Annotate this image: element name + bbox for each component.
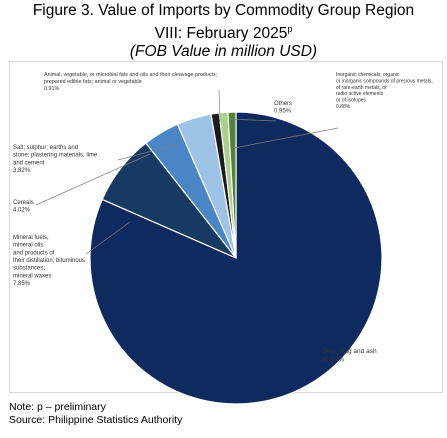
slice-category-label: mineral oils [13, 243, 43, 249]
slice-category-label: Cereals [13, 200, 34, 206]
slice-category-label: or inorganic compounds of precious metal… [336, 78, 433, 84]
slice-percent-label: 0.88% [336, 104, 351, 110]
slice-category-label: and products of [13, 250, 55, 256]
slice-category-label: Salt; sulphur; earths and [13, 145, 78, 151]
leader-line-6 [233, 127, 339, 149]
chart-title: Figure 3. Value of Imports by Commodity … [0, 2, 447, 61]
title-unit: (FOB Value in million USD) [129, 43, 318, 61]
pie-slice-6 [227, 111, 237, 259]
title-line-2: VIII: February 2025p [0, 20, 447, 43]
slice-category-label: stone; plastering materials, lime [13, 153, 98, 159]
slice-percent-label: 3.82% [13, 168, 31, 174]
slice-category-label: Others [274, 101, 292, 107]
slice-category-label: mineral waxes [13, 273, 51, 279]
slice-category-label: Ores, slag and ash [322, 348, 377, 355]
slice-percent-label: 0.91% [44, 86, 59, 92]
slice-percent-label: 0.95% [274, 109, 292, 115]
slice-category-label: substances; [13, 266, 45, 272]
slice-category-label: and cement [13, 160, 45, 166]
data-label-5: Others 0.95% [274, 101, 292, 115]
slice-category-label: Inorganic chemicals; organic [336, 72, 400, 78]
slice-category-label: prepared edible fats; animal or vegetabl… [44, 79, 142, 85]
note-source: Source: Philippine Statistics Authority [9, 414, 183, 426]
data-label-3: Salt; sulphur; earths and stone; plasteri… [13, 145, 98, 174]
data-label-4: Animal, vegetable, or microbial fats and… [44, 72, 218, 92]
slice-category-label: Animal, vegetable, or microbial fats and… [44, 72, 218, 78]
slice-category-label: Mineral fuels, [13, 235, 49, 241]
leader-line-5 [228, 118, 277, 122]
leader-line-3 [117, 143, 179, 161]
data-label-2: Cereals 4.02% [13, 200, 34, 214]
title-line-1: Figure 3. Value of Imports by Commodity … [32, 2, 415, 19]
slice-percent-label: 81.57% [322, 356, 344, 363]
leader-line-1 [85, 221, 131, 255]
slice-percent-label: 4.02% [13, 208, 31, 214]
slice-category-label: of rare-earth metals, of [336, 85, 387, 91]
slice-category-label: radio active elements [336, 91, 384, 97]
leader-line-2 [35, 153, 151, 206]
note-preliminary: Note: p – preliminary [9, 401, 106, 413]
slice-category-label: or of isotopes [336, 98, 367, 104]
preliminary-superscript: p [287, 24, 293, 34]
leader-line-4 [218, 89, 221, 123]
slice-category-label: their distillation; bituminous [13, 258, 85, 264]
title-line-2-text: VIII: February 2025 [154, 25, 288, 43]
slice-percent-label: 7.85% [13, 281, 31, 287]
